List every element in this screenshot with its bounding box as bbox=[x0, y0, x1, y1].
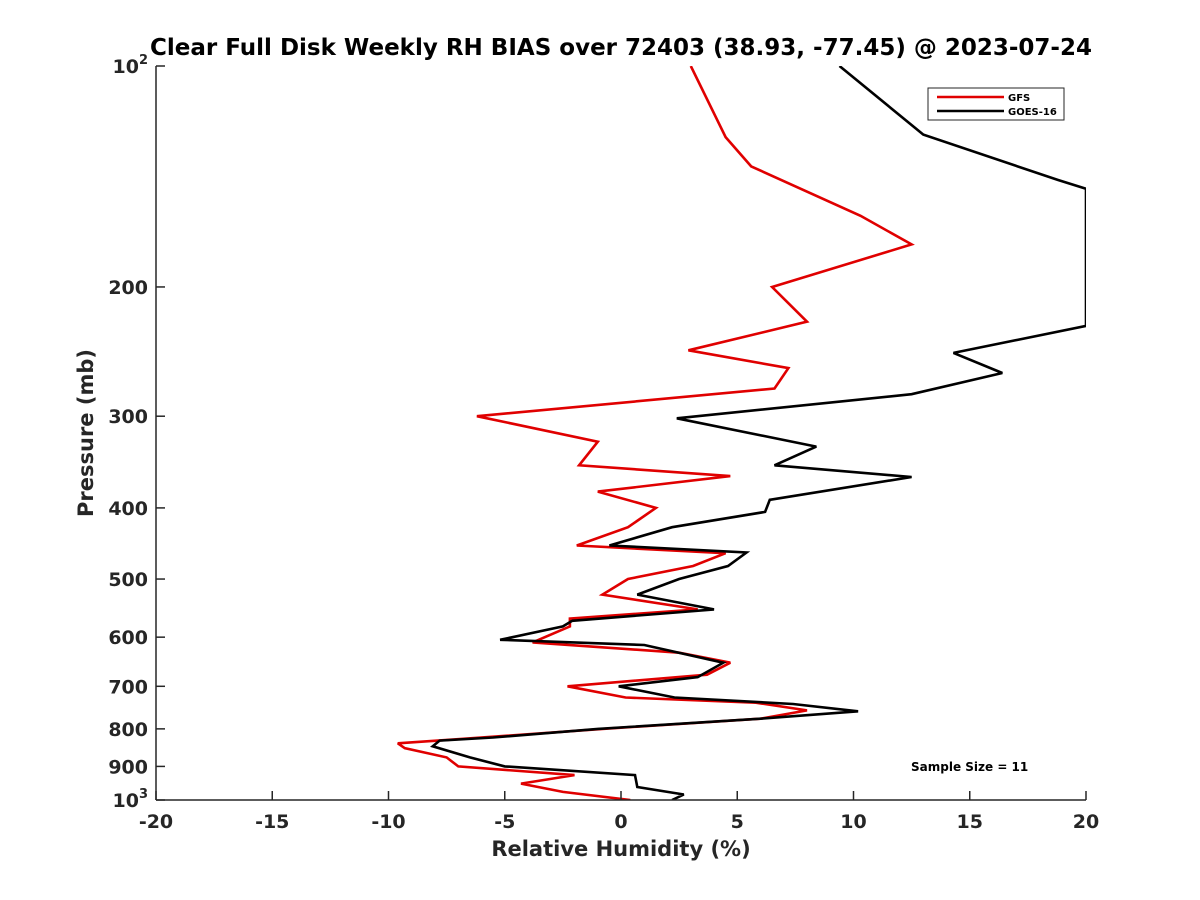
chart-title: Clear Full Disk Weekly RH BIAS over 7240… bbox=[150, 35, 1092, 61]
y-tick-label-base: 10 bbox=[113, 790, 139, 812]
x-tick-label: 20 bbox=[1073, 811, 1099, 833]
y-tick-label-base: 300 bbox=[108, 406, 148, 428]
y-tick-label-base: 500 bbox=[108, 569, 148, 591]
x-tick-label: 10 bbox=[840, 811, 866, 833]
y-tick-label-exponent: 3 bbox=[139, 787, 148, 802]
series-layer bbox=[397, 66, 1086, 800]
sample-size-annotation: Sample Size = 11 bbox=[911, 760, 1028, 774]
x-tick-label: -10 bbox=[371, 811, 405, 833]
series-line-goes-16 bbox=[429, 66, 1086, 800]
y-tick-label: 700 bbox=[108, 676, 148, 698]
x-tick-label: -20 bbox=[139, 811, 173, 833]
y-tick-label: 200 bbox=[108, 277, 148, 299]
y-tick-label: 400 bbox=[108, 498, 148, 520]
y-tick-label: 800 bbox=[108, 719, 148, 741]
y-tick-label: 900 bbox=[108, 756, 148, 778]
legend-label-gfs: GFS bbox=[1008, 93, 1030, 104]
y-tick-label-base: 800 bbox=[108, 719, 148, 741]
y-tick-label-base: 700 bbox=[108, 676, 148, 698]
x-tick-label: 0 bbox=[614, 811, 627, 833]
y-tick-label: 500 bbox=[108, 569, 148, 591]
y-tick-label-base: 600 bbox=[108, 627, 148, 649]
y-tick-label: 102 bbox=[113, 53, 149, 78]
y-axis-label: Pressure (mb) bbox=[74, 349, 98, 517]
y-tick-label: 600 bbox=[108, 627, 148, 649]
x-axis-ticks: -20 -15 -10 -5 0 5 10 15 20 bbox=[139, 791, 1099, 833]
y-tick-label-exponent: 2 bbox=[139, 53, 148, 68]
x-tick-label: 15 bbox=[957, 811, 983, 833]
legend-label-goes16: GOES-16 bbox=[1008, 107, 1057, 118]
x-tick-label: -5 bbox=[494, 811, 515, 833]
y-tick-label-base: 10 bbox=[113, 56, 139, 78]
x-tick-label: 5 bbox=[731, 811, 744, 833]
y-tick-label-base: 900 bbox=[108, 756, 148, 778]
y-tick-label-base: 400 bbox=[108, 498, 148, 520]
y-tick-label: 300 bbox=[108, 406, 148, 428]
series-line-gfs bbox=[397, 66, 915, 800]
y-tick-label-base: 200 bbox=[108, 277, 148, 299]
legend-box bbox=[927, 87, 1065, 121]
x-tick-label: -15 bbox=[255, 811, 289, 833]
y-tick-label: 103 bbox=[113, 787, 149, 812]
x-axis-label: Relative Humidity (%) bbox=[491, 837, 750, 861]
legend: GFS GOES-16 bbox=[927, 87, 1065, 121]
